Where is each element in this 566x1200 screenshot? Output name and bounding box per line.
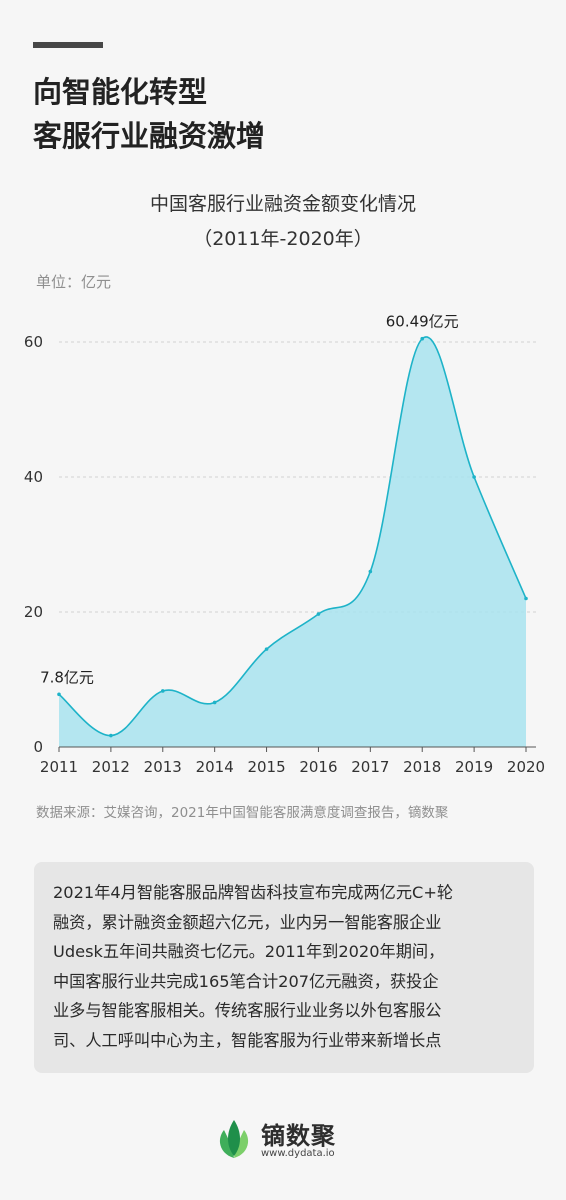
data-point <box>212 700 217 705</box>
brand-name: 镝数聚 <box>261 1122 336 1150</box>
headline-line-2: 客服行业融资激增 <box>33 119 266 153</box>
y-axis: 0 20 40 60 <box>24 333 43 756</box>
y-tick-label: 0 <box>33 738 43 756</box>
description-line: 业多与智能客服相关。传统客服行业业务以外包客服公 <box>53 1001 442 1020</box>
top-accent-bar <box>33 42 103 48</box>
y-tick-label: 20 <box>24 603 43 621</box>
data-label: 7.8亿元 <box>40 668 94 686</box>
x-tick-label: 2017 <box>351 758 389 776</box>
x-tick-label: 2011 <box>40 758 78 776</box>
data-point <box>57 692 61 697</box>
chart-title: 中国客服行业融资金额变化情况 <box>149 193 416 215</box>
data-point <box>264 647 269 651</box>
x-tick-label: 2016 <box>299 758 337 776</box>
y-tick-label: 40 <box>24 468 43 486</box>
description-line: 融资，累计融资金额超六亿元，业内另一智能客服企业 <box>53 912 442 932</box>
description-line: 2021年4月智能客服品牌智齿科技宣布完成两亿元C+轮 <box>53 883 454 902</box>
brand-logo: 镝数聚 www.dydata.io <box>214 1114 354 1164</box>
x-tick-label: 2019 <box>455 758 493 776</box>
series-points <box>57 336 528 738</box>
data-point <box>109 733 113 738</box>
y-tick-label: 60 <box>24 333 43 351</box>
chart-subtitle: （2011年-2020年） <box>193 228 373 250</box>
data-point <box>524 596 528 601</box>
headline: 向智能化转型 客服行业融资激增 <box>33 70 265 158</box>
source-note: 数据来源：艾媒咨询，2021年中国智能客服满意度调查报告，镝数聚 <box>36 805 449 821</box>
x-tick-label: 2014 <box>196 758 234 776</box>
data-labels: 7.8亿元 60.49亿元 <box>40 313 459 687</box>
description-line: 司、人工呼叫中心为主，智能客服为行业带来新增长点 <box>53 1030 442 1050</box>
x-tick-label: 2013 <box>144 758 182 776</box>
data-point <box>420 336 425 341</box>
data-label: 60.49亿元 <box>386 313 459 331</box>
x-tick-label: 2018 <box>403 758 441 776</box>
area-chart: 0 20 40 60 2011 2012 2013 2014 2015 2016 2017 2018… <box>24 313 545 776</box>
x-tick-label: 2012 <box>92 758 130 776</box>
data-point <box>472 475 476 479</box>
data-point <box>368 569 373 574</box>
x-axis: 2011 2012 2013 2014 2015 2016 2017 2018 2019 2020 <box>40 746 545 776</box>
headline-line-1: 向智能化转型 <box>33 75 208 109</box>
series-line <box>58 336 527 737</box>
series-area <box>59 336 526 747</box>
brand-url: www.dydata.io <box>261 1148 335 1159</box>
description-box: 2021年4月智能客服品牌智齿科技宣布完成两亿元C+轮 融资，累计融资金额超六亿… <box>34 862 534 1073</box>
description-line: Udesk五年间共融资七亿元。2011年到2020年期间， <box>53 942 445 961</box>
leaf-icon <box>219 1120 249 1158</box>
data-point <box>316 612 321 616</box>
x-tick-label: 2020 <box>507 758 545 776</box>
data-point <box>160 689 165 693</box>
description-line: 中国客服行业共完成165笔合计207亿元融资，获投企 <box>53 971 439 991</box>
x-tick-label: 2015 <box>247 758 285 776</box>
unit-label: 单位：亿元 <box>36 273 112 291</box>
